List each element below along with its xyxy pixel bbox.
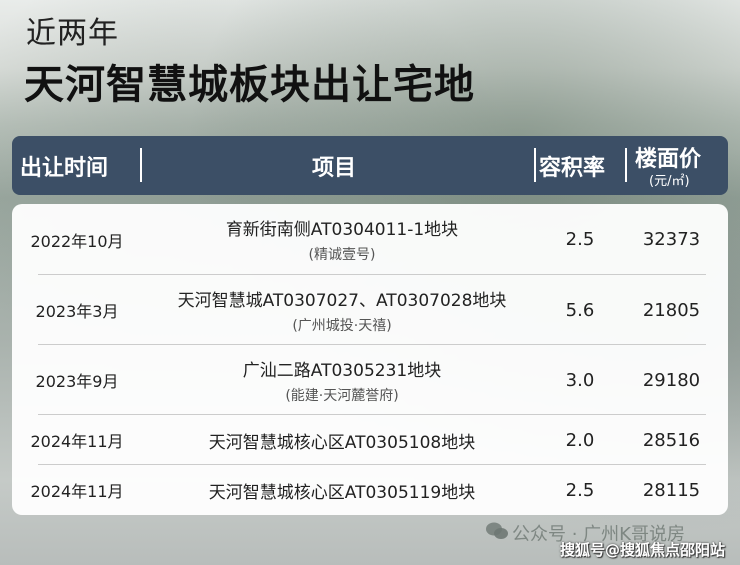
project-subname: (能建·天河麓誉府) bbox=[285, 387, 399, 404]
cell-project: 天河智慧城AT0307027、AT0307028地块 (广州城投·天禧) bbox=[142, 275, 542, 345]
subtitle: 近两年 bbox=[26, 16, 119, 51]
project-name: 天河智慧城核心区AT0305108地块 bbox=[208, 432, 476, 453]
page-title: 天河智慧城板块出让宅地 bbox=[24, 62, 475, 108]
header-price-unit: (元/㎡) bbox=[649, 174, 690, 189]
row-divider bbox=[38, 344, 706, 345]
cell-price: 32373 bbox=[642, 229, 701, 250]
header-far: 容积率 bbox=[539, 156, 606, 181]
cell-far: 2.5 bbox=[565, 229, 595, 250]
cell-date: 2022年10月 bbox=[30, 231, 124, 251]
cell-date: 2023年3月 bbox=[35, 302, 119, 321]
cell-project: 天河智慧城核心区AT0305108地块 bbox=[142, 415, 542, 465]
table-row: 2023年9月 广汕二路AT0305231地块 (能建·天河麓誉府) 3.0 29… bbox=[12, 345, 728, 415]
project-name: 广汕二路AT0305231地块 bbox=[242, 360, 442, 381]
header-project: 项目 bbox=[312, 156, 357, 181]
table-row: 2023年3月 天河智慧城AT0307027、AT0307028地块 (广州城投·… bbox=[12, 275, 728, 345]
row-divider bbox=[38, 274, 706, 275]
cell-date: 2023年9月 bbox=[35, 372, 119, 391]
header-date: 出让时间 bbox=[20, 156, 109, 181]
wechat-icon bbox=[486, 522, 508, 539]
cell-date: 2024年11月 bbox=[30, 432, 124, 451]
cell-price: 21805 bbox=[642, 299, 701, 321]
sohu-watermark: 搜狐号@搜狐焦点邵阳站 bbox=[560, 541, 726, 559]
header-price: 楼面价 bbox=[635, 147, 702, 172]
divider bbox=[140, 148, 142, 182]
cell-date: 2024年11月 bbox=[30, 482, 124, 501]
table-header: 出让时间 项目 容积率 楼面价 (元/㎡) bbox=[12, 136, 728, 195]
cell-far: 3.0 bbox=[565, 369, 595, 391]
wechat-watermark: 公众号 · 广州K哥说房 bbox=[512, 524, 685, 545]
table-row: 2024年11月 天河智慧城核心区AT0305119地块 2.5 28115 bbox=[12, 465, 728, 515]
project-name: 天河智慧城核心区AT0305119地块 bbox=[208, 482, 476, 503]
cell-far: 2.5 bbox=[565, 479, 595, 501]
cell-price: 28115 bbox=[642, 479, 701, 501]
project-subname: (精诚壹号) bbox=[308, 247, 376, 263]
table-body: 2022年10月 育新街南侧AT0304011-1地块 (精诚壹号) 2.5 32… bbox=[12, 204, 728, 515]
cell-project: 广汕二路AT0305231地块 (能建·天河麓誉府) bbox=[142, 345, 542, 415]
cell-project: 天河智慧城核心区AT0305119地块 bbox=[142, 465, 542, 515]
divider bbox=[534, 148, 536, 182]
row-divider bbox=[38, 464, 706, 465]
cell-price: 28516 bbox=[642, 429, 701, 451]
project-subname: (广州城投·天禧) bbox=[292, 317, 392, 334]
table-row: 2024年11月 天河智慧城核心区AT0305108地块 2.0 28516 bbox=[12, 415, 728, 465]
project-name: 育新街南侧AT0304011-1地块 bbox=[225, 220, 459, 240]
cell-project: 育新街南侧AT0304011-1地块 (精诚壹号) bbox=[142, 204, 542, 275]
cell-price: 29180 bbox=[642, 369, 701, 391]
cell-far: 2.0 bbox=[565, 429, 595, 451]
row-divider bbox=[38, 414, 706, 415]
divider bbox=[625, 148, 627, 182]
project-name: 天河智慧城AT0307027、AT0307028地块 bbox=[177, 290, 507, 311]
cell-far: 5.6 bbox=[565, 299, 595, 321]
table-row: 2022年10月 育新街南侧AT0304011-1地块 (精诚壹号) 2.5 32… bbox=[12, 204, 728, 275]
